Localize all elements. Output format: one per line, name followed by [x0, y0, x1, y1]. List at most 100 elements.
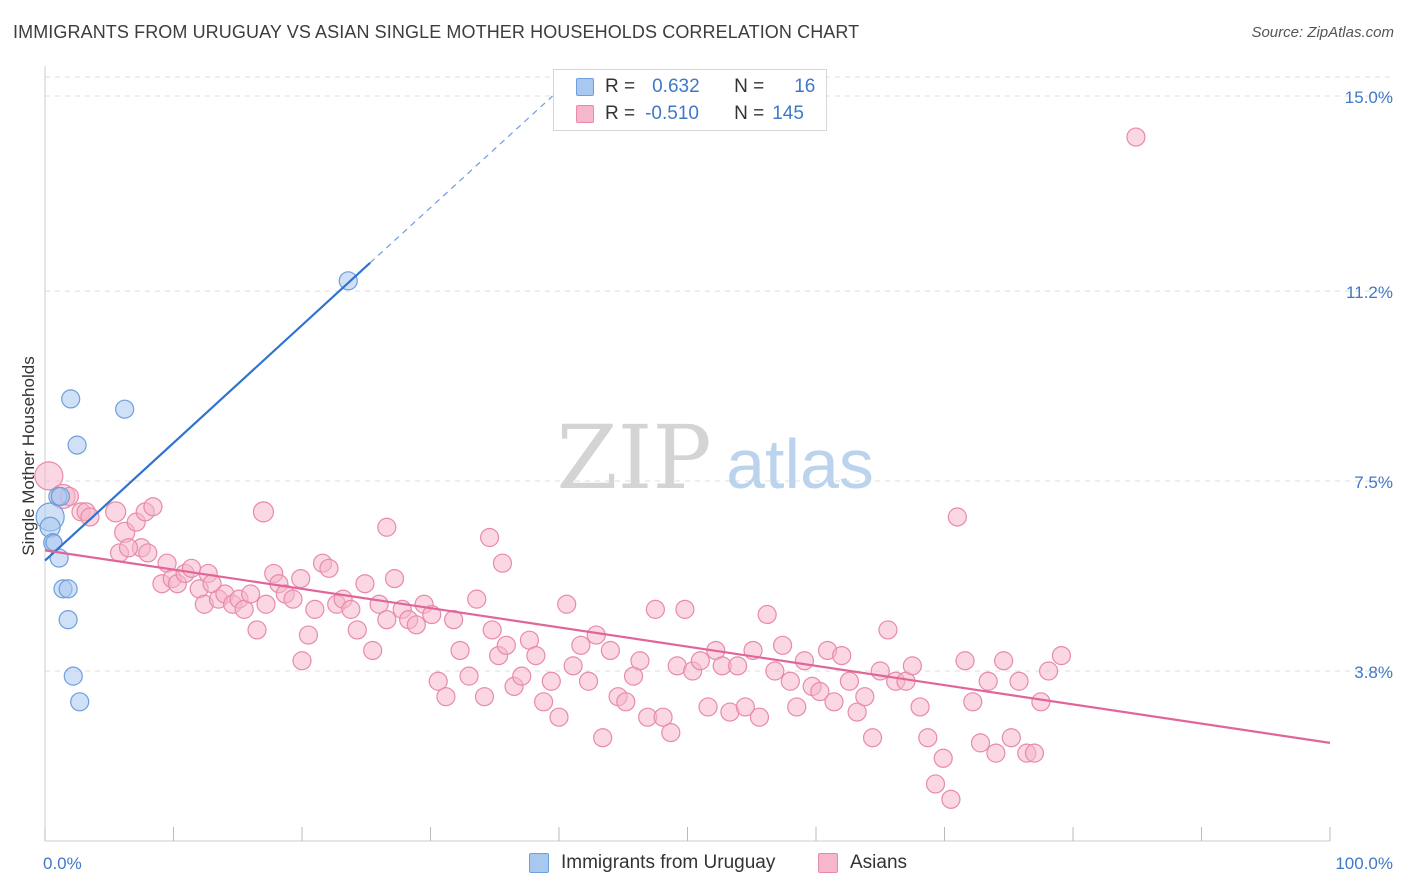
asians-point: [363, 640, 383, 661]
asians-point: [319, 558, 339, 578]
asians-point: [428, 671, 448, 691]
asians-point: [735, 697, 755, 717]
asians-point: [512, 666, 532, 686]
source-label: Source: ZipAtlas.com: [1251, 24, 1394, 41]
asians-point: [283, 589, 303, 609]
asians-point: [118, 538, 139, 558]
n-value: 145: [772, 103, 804, 124]
asians-point: [241, 584, 261, 604]
uruguay-point: [70, 692, 90, 712]
asians-point: [1001, 728, 1021, 748]
uruguay-point: [58, 579, 78, 599]
asians-point: [690, 651, 710, 671]
watermark-zip: ZIP: [556, 406, 711, 509]
legend-item-asians: Asians: [818, 852, 907, 874]
asians-point: [541, 671, 561, 691]
uruguay-trend-extension: [369, 95, 553, 264]
n-value: 16: [794, 76, 816, 97]
asians-point: [406, 615, 426, 635]
y-axis-label: Single Mother Households: [19, 356, 38, 556]
asians-point: [918, 728, 938, 748]
asians-point: [256, 594, 276, 614]
stats-row-uruguay: R = 0.632 N = 16: [576, 75, 815, 99]
asians-point: [947, 507, 967, 527]
asians-point: [839, 671, 860, 691]
asians-point: [247, 620, 267, 640]
asians-point: [526, 645, 546, 666]
asians-point: [832, 645, 852, 666]
asians-point: [787, 697, 807, 717]
asians-point: [291, 568, 311, 589]
asians-point: [1051, 645, 1072, 666]
asians-point: [878, 620, 898, 640]
asians-point: [824, 692, 844, 712]
asians-point: [355, 574, 375, 594]
r-label: R =: [605, 76, 636, 97]
asians-point: [749, 707, 770, 727]
trend-lines: [44, 95, 1331, 744]
y-tick-label: 15.0%: [1345, 88, 1393, 107]
asians-point: [765, 661, 785, 681]
asians-point: [492, 553, 513, 573]
y-tick-label: 11.2%: [1346, 283, 1393, 302]
asians-point: [586, 625, 606, 645]
asians-point: [480, 527, 500, 548]
asians-point: [34, 461, 64, 491]
asians-point: [571, 635, 591, 655]
asians-point: [341, 599, 361, 619]
asians-point: [955, 651, 975, 671]
asians-point: [181, 558, 202, 578]
x-tick-label: 100.0%: [1335, 854, 1393, 873]
asians-point: [474, 687, 495, 707]
asians-point: [1126, 127, 1146, 147]
asians-point: [616, 692, 636, 712]
uruguay-point: [338, 271, 358, 291]
asians-point: [847, 702, 867, 722]
uruguay-point: [63, 666, 83, 686]
stats-legend: R = 0.632 N = 16 R = -0.510 N = 145: [553, 69, 827, 131]
asians-point: [661, 723, 681, 743]
asians-point: [384, 568, 405, 589]
tick-labels: 3.8% 7.5% 11.2% 15.0% 0.0% 100.0%: [43, 88, 1393, 873]
asians-point: [292, 651, 312, 671]
stats-row-asians: R = -0.510 N = 145: [576, 102, 804, 126]
r-label: R =: [605, 103, 636, 124]
asians-point: [986, 743, 1006, 763]
asians-point: [138, 543, 158, 563]
r-value: -0.510: [645, 103, 699, 124]
legend-label-asians: Asians: [850, 852, 908, 873]
asians-point: [459, 666, 479, 686]
uruguay-point: [67, 435, 87, 455]
asians-point: [757, 604, 777, 625]
uruguay-legend-swatch: [529, 853, 549, 873]
asians-point: [925, 774, 946, 794]
asians-point: [902, 656, 922, 676]
asians-point: [347, 620, 367, 640]
uruguay-point: [61, 389, 81, 409]
asians-point: [298, 625, 319, 645]
asians-point: [653, 707, 673, 727]
asians-swatch: [576, 105, 594, 123]
asians-point: [855, 687, 875, 707]
asians-point: [377, 517, 397, 537]
asians-point: [1009, 671, 1029, 691]
asians-point: [593, 728, 613, 748]
watermark: ZIP atlas: [556, 406, 874, 509]
asians-point: [630, 651, 650, 671]
gridlines: [45, 76, 1390, 672]
asians-point: [105, 501, 127, 523]
asians-point: [772, 635, 793, 655]
asians-point: [941, 789, 961, 809]
asians-point: [1031, 692, 1051, 712]
asians-point: [557, 594, 577, 614]
legend-label-uruguay: Immigrants from Uruguay: [561, 852, 776, 873]
asians-point: [994, 651, 1014, 671]
asians-point: [963, 692, 983, 712]
asians-point: [563, 656, 583, 676]
asians-point: [450, 640, 470, 661]
axes: [44, 66, 1331, 842]
asians-point: [377, 610, 397, 630]
n-label: N =: [734, 76, 765, 97]
asians-point: [305, 599, 325, 619]
